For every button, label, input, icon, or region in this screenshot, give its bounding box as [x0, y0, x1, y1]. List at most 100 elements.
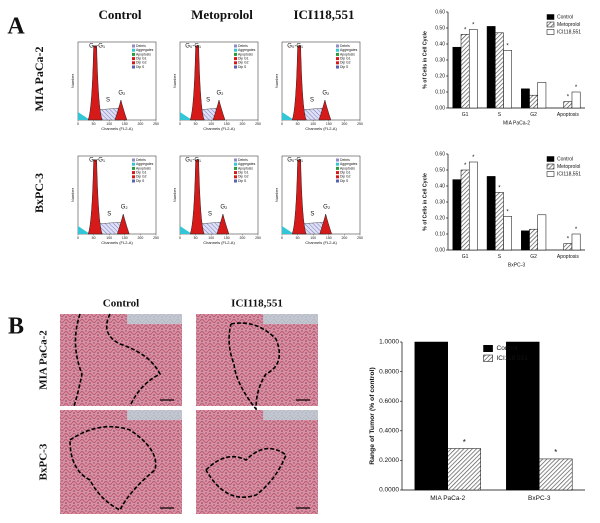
y-tick-label: 0.30	[435, 57, 445, 63]
histology-image	[60, 410, 182, 514]
bar	[529, 228, 538, 251]
x-tick-label: 100	[208, 122, 214, 126]
legend-label: Apoptosis	[136, 52, 151, 56]
bar	[521, 88, 530, 109]
x-axis-label: Channels (FL2-A)	[101, 240, 133, 245]
bar	[563, 101, 573, 109]
bar	[503, 216, 512, 251]
x-tick-label: 200	[239, 122, 245, 126]
histology-image	[196, 314, 318, 406]
x-tick-label: 250	[153, 122, 159, 126]
legend-swatch	[234, 44, 237, 48]
g2-peak	[114, 99, 128, 121]
y-tick-label: 0.40	[435, 183, 445, 189]
x-tick-label: 50	[296, 236, 300, 240]
legend-swatch	[336, 52, 339, 56]
legend-label: Metoprolol	[557, 22, 580, 28]
legend-swatch	[336, 48, 339, 52]
legend-swatch	[132, 57, 135, 61]
peak-label: G₀-G₁	[185, 158, 201, 164]
x-tick-label: G2	[530, 112, 537, 118]
y-axis-label: Number	[172, 187, 177, 202]
bar	[468, 29, 478, 109]
y-tick-label: 0.50	[435, 25, 445, 31]
x-tick-label: 0	[77, 122, 79, 126]
image-highlight	[127, 314, 182, 324]
column-header: ICI118,551	[231, 298, 283, 310]
x-tick-label: 150	[122, 236, 128, 240]
legend-label: Dip G1	[136, 170, 147, 174]
x-tick-label: G1	[462, 112, 469, 118]
legend-label: Dip G2	[340, 61, 351, 65]
legend-label: Dip S	[136, 65, 145, 69]
legend-label: Dip S	[238, 179, 247, 183]
legend-swatch	[336, 175, 339, 179]
x-tick-label: 250	[357, 236, 363, 240]
legend-label: Dip G2	[238, 61, 249, 65]
g2-peak	[212, 99, 226, 121]
column-header: Metoprolol	[191, 7, 253, 22]
cyan-debris	[282, 112, 294, 120]
peak-label: G₂	[220, 205, 228, 211]
x-tick-label: 150	[326, 122, 332, 126]
bar	[563, 243, 573, 251]
g1-peak	[87, 45, 103, 121]
legend-label: Debris	[340, 44, 350, 48]
x-tick-label: 0	[77, 236, 79, 240]
legend-swatch	[336, 166, 339, 170]
x-tick-label: Apoptosis	[557, 112, 579, 118]
legend-swatch	[132, 61, 135, 65]
legend-swatch	[234, 162, 237, 166]
significance-marker: *	[464, 163, 467, 169]
legend-label: ICI118,551	[557, 29, 581, 35]
peak-label: G₀-G₁	[89, 44, 105, 50]
legend-label: Dip G1	[340, 170, 351, 174]
legend-swatch	[132, 65, 135, 69]
x-tick-label: 0	[179, 236, 181, 240]
legend-swatch	[234, 166, 237, 170]
legend-label: Control	[497, 345, 519, 352]
x-axis-label: Channels (FL2-A)	[101, 126, 133, 131]
legend-label: Dip G1	[136, 56, 147, 60]
bar	[539, 458, 573, 491]
peak-label: S	[106, 98, 110, 104]
legend-swatch	[132, 48, 135, 52]
significance-marker: *	[567, 237, 570, 243]
x-tick-label: Apoptosis	[557, 254, 579, 260]
legend-label: Debris	[136, 158, 146, 162]
y-tick-label: 0.30	[435, 199, 445, 205]
g1-peak	[87, 159, 103, 235]
legend-swatch	[546, 163, 555, 170]
bar	[414, 341, 448, 491]
legend-swatch	[336, 179, 339, 183]
image-highlight	[263, 314, 318, 324]
legend-swatch	[132, 44, 135, 48]
x-tick-label: 200	[341, 122, 347, 126]
significance-marker: *	[575, 227, 578, 233]
legend-label: Dip S	[340, 179, 349, 183]
bar	[537, 82, 547, 109]
x-axis-label: Channels (FL2-A)	[203, 126, 235, 131]
histology-image	[196, 410, 318, 514]
legend-label: Apoptosis	[136, 166, 151, 170]
legend-label: Control	[557, 14, 573, 20]
legend-swatch	[546, 156, 555, 162]
legend-label: Aggregates	[136, 162, 154, 166]
legend-swatch	[234, 65, 237, 69]
legend-swatch	[483, 345, 493, 352]
legend-swatch	[132, 166, 135, 170]
x-tick-label: 100	[106, 122, 112, 126]
significance-marker: *	[463, 438, 466, 447]
legend-label: ICI118,551	[557, 171, 581, 177]
x-tick-label: 100	[106, 236, 112, 240]
bar	[571, 233, 581, 251]
y-axis-label: % of Cells in Cell Cycle	[422, 31, 428, 89]
legend-swatch	[132, 171, 135, 175]
y-tick-label: 0.8000	[379, 368, 399, 375]
legend-swatch	[546, 14, 555, 20]
x-tick-label: 50	[92, 236, 96, 240]
legend-label: Dip G2	[340, 175, 351, 179]
legend-swatch	[336, 61, 339, 65]
x-tick-label: 250	[255, 236, 261, 240]
